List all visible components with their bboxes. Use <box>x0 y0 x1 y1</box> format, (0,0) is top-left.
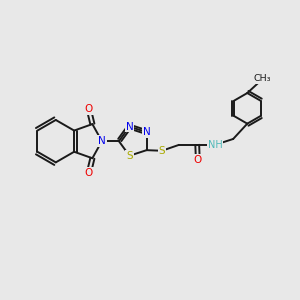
Text: S: S <box>159 146 165 156</box>
Text: N: N <box>98 136 106 146</box>
Text: O: O <box>85 168 93 178</box>
Text: NH: NH <box>208 140 222 150</box>
Text: O: O <box>85 104 93 114</box>
Text: O: O <box>194 155 202 165</box>
Text: CH₃: CH₃ <box>253 74 271 83</box>
Text: N: N <box>143 127 151 137</box>
Text: N: N <box>126 122 133 132</box>
Text: S: S <box>126 151 133 161</box>
